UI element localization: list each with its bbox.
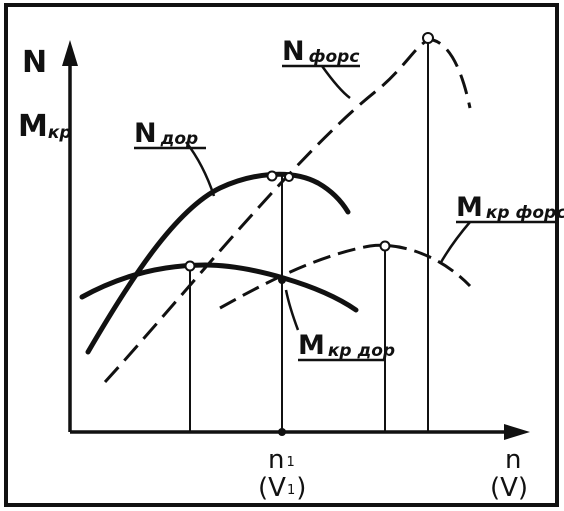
point-n-dor-n1 — [284, 172, 294, 182]
point-n1-on-axis — [278, 428, 286, 436]
point-m-dor-max — [184, 260, 196, 272]
point-m-dor-n1 — [278, 276, 286, 284]
point-n-dor-max — [266, 170, 278, 182]
y-axis-label-n: N — [22, 45, 47, 80]
leader-n-dor — [185, 141, 216, 197]
x-axis-arrow — [504, 424, 530, 440]
leader-m-dor — [284, 289, 300, 331]
point-m-fors-max — [379, 240, 391, 252]
curve-n-fors — [103, 38, 472, 384]
frame-border — [4, 3, 559, 507]
leader-n-fors — [320, 65, 351, 99]
x-axis-label-n: n — [505, 445, 521, 475]
curve-m-dor — [79, 262, 359, 313]
point-n-fors-max — [422, 32, 434, 44]
y-axis-label-m: Mкр — [18, 109, 72, 144]
curve-m-fors — [219, 243, 472, 310]
y-axis-arrow — [62, 40, 78, 66]
x-mark-v1: (V1) — [258, 473, 306, 503]
x-axis-label-v: (V) — [490, 473, 528, 503]
leader-m-fors — [438, 221, 471, 265]
